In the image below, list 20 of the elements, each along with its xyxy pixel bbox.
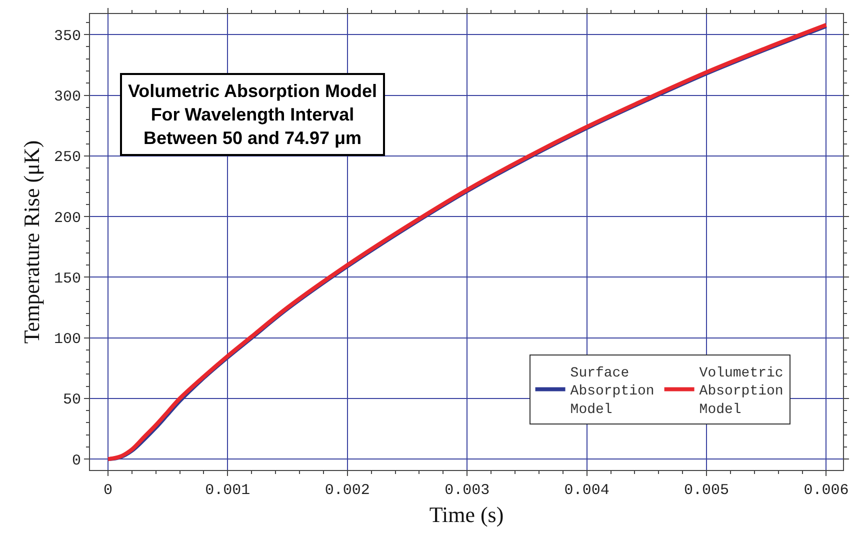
x-axis-title: Time (s) [429,502,504,527]
y-tick-label: 0 [72,452,81,470]
y-tick-label: 200 [54,210,81,227]
x-tick-label: 0.006 [804,482,849,499]
x-tick-label: 0.001 [205,482,250,499]
y-axis-title: Temperature Rise (μK) [18,140,44,344]
x-tick-label: 0.003 [444,482,490,499]
y-tick-label: 150 [54,270,81,288]
legend-label: Surface Absorption Model [570,365,654,418]
y-tick-label: 300 [54,88,81,106]
legend-label: Volumetric Absorption Model [699,365,784,418]
x-tick-label: 0.004 [564,482,610,499]
y-tick-label: 250 [54,149,81,166]
text: Volumetric Absorption Model For Wavelength Interval Between 50 and 74.97 μm [128,81,378,148]
x-tick-label: 0.002 [324,482,370,499]
y-tick-label: 350 [54,28,81,45]
x-tick-label: 0 [103,482,112,499]
y-tick-label: 100 [54,331,81,348]
x-tick-label: 0.005 [684,482,730,499]
y-tick-label: 50 [62,392,81,409]
